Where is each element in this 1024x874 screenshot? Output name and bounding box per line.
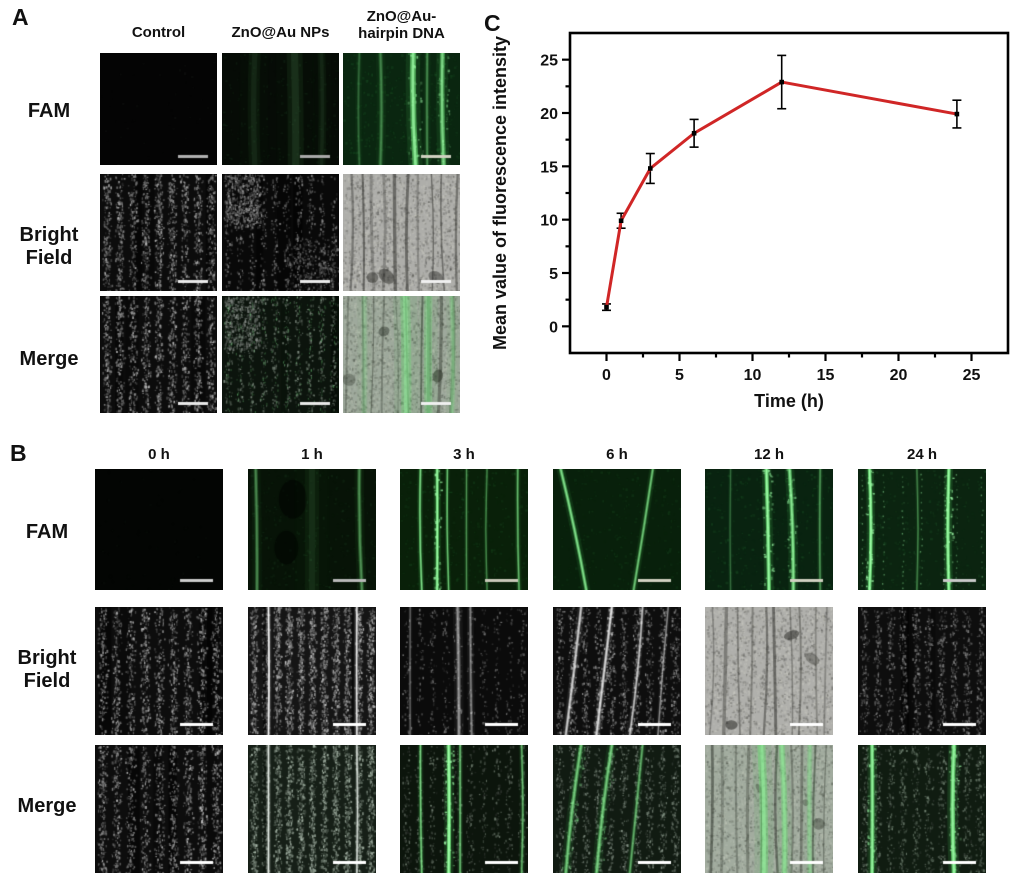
svg-text:25: 25 (963, 367, 981, 384)
micrograph-b-merge-3h (400, 745, 528, 873)
panel-b-col-header-0h: 0 h (148, 446, 170, 463)
micrograph-a-merge-znoau-nps (222, 296, 339, 413)
panel-b-col-header-12h: 12 h (753, 446, 784, 463)
panel-b-col-header-6h: 6 h (606, 446, 628, 463)
svg-text:25: 25 (540, 53, 558, 70)
panel-b-label: B (10, 440, 27, 466)
fluorescence-intensity-chart: 0 5 10 15 20 25 0 5 10 15 20 25 Time (h) Mean value o… (490, 31, 1010, 411)
micrograph-a-bf-control (100, 174, 217, 291)
panel-b-row-label-merge: Merge (17, 795, 77, 817)
micrograph-b-fam-0h (95, 469, 223, 590)
micrograph-b-fam-3h (400, 469, 528, 590)
header-line-2: hairpin DNA (358, 25, 445, 43)
micrograph-b-bf-12h (705, 607, 833, 735)
panel-a-col-header-znoau-nps: ZnO@Au NPs (231, 24, 330, 41)
svg-text:Time (h): Time (h) (754, 391, 824, 411)
panel-a-label: A (12, 4, 29, 30)
micrograph-a-bf-znoau-nps (222, 174, 339, 291)
micrograph-a-merge-control (100, 296, 217, 413)
micrograph-b-bf-6h (553, 607, 681, 735)
panel-a-col-header-znoau-hairpin-dna: ZnO@Au- hairpin DNA (343, 8, 460, 43)
svg-text:15: 15 (817, 367, 835, 384)
micrograph-b-merge-1h (248, 745, 376, 873)
svg-text:5: 5 (675, 367, 684, 384)
svg-text:20: 20 (890, 367, 908, 384)
svg-text:20: 20 (540, 106, 558, 123)
panel-a-row-label-fam: FAM (27, 100, 71, 122)
panel-a-col-header-control: Control (131, 24, 186, 41)
micrograph-a-merge-hairpin-dna (343, 296, 460, 413)
micrograph-a-bf-hairpin-dna (343, 174, 460, 291)
micrograph-b-bf-3h (400, 607, 528, 735)
svg-text:0: 0 (602, 367, 611, 384)
micrograph-b-merge-6h (553, 745, 681, 873)
micrograph-b-merge-0h (95, 745, 223, 873)
panel-c-label: C (484, 10, 501, 36)
micrograph-b-bf-1h (248, 607, 376, 735)
micrograph-b-bf-0h (95, 607, 223, 735)
svg-text:15: 15 (540, 159, 558, 176)
header-line-1: ZnO@Au- (366, 8, 437, 25)
panel-b-col-header-24h: 24 h (906, 446, 937, 463)
micrograph-b-bf-24h (858, 607, 986, 735)
micrograph-a-fam-hairpin-dna (343, 53, 460, 165)
panel-b-row-label-bright-field: Bright Field (17, 647, 77, 692)
panel-b-col-header-3h: 3 h (453, 446, 475, 463)
micrograph-b-fam-12h (705, 469, 833, 590)
svg-text:5: 5 (549, 266, 558, 283)
panel-a-row-label-merge: Merge (19, 348, 79, 370)
micrograph-b-fam-24h (858, 469, 986, 590)
panel-b-col-header-1h: 1 h (301, 446, 323, 463)
micrograph-b-merge-12h (705, 745, 833, 873)
micrograph-b-fam-1h (248, 469, 376, 590)
svg-text:Mean value of fluorescence int: Mean value of fluorescence intensity (490, 36, 510, 350)
micrograph-a-fam-znoau-nps (222, 53, 339, 165)
micrograph-a-fam-control (100, 53, 217, 165)
micrograph-b-fam-6h (553, 469, 681, 590)
svg-text:0: 0 (549, 319, 558, 336)
micrograph-b-merge-24h (858, 745, 986, 873)
svg-text:10: 10 (744, 367, 762, 384)
panel-a-row-label-bright-field: Bright Field (19, 224, 79, 269)
svg-text:10: 10 (540, 213, 558, 230)
panel-b-row-label-fam: FAM (25, 521, 69, 543)
